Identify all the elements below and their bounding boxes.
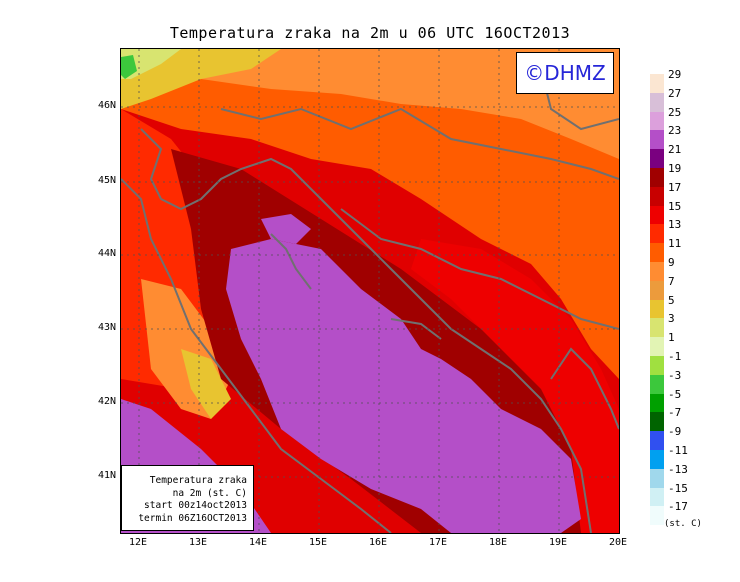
legend-label: -3: [668, 368, 682, 382]
legend-swatch: [650, 506, 664, 526]
legend-label: -5: [668, 387, 682, 401]
island-outline: [270, 233, 312, 290]
map-canvas: [121, 49, 619, 533]
legend-swatch: [650, 450, 664, 469]
croatian-coastline: [140, 128, 592, 533]
legend-swatch: [650, 149, 664, 169]
info-line: start 00z14oct2013: [144, 500, 247, 511]
lon-label-18e: 18E: [488, 537, 508, 548]
bosnia-border: [340, 208, 619, 330]
legend-swatch: [650, 337, 664, 357]
legend-label: 21: [668, 143, 682, 157]
legend-label: -1: [668, 350, 682, 363]
lat-label-42n: 42N: [97, 396, 116, 407]
legend-swatch: [650, 412, 664, 432]
inland-orange-zone: [121, 49, 619, 379]
lon-label-12e: 12E: [128, 537, 148, 548]
legend-swatch: [650, 92, 664, 112]
legend-label: 27: [668, 86, 682, 100]
legend-swatch: [650, 356, 664, 375]
legend-label: 23: [668, 124, 682, 138]
montenegro-border: [550, 347, 619, 430]
legend-swatch: [650, 374, 664, 394]
dhmz-logo: ©DHMZ: [516, 52, 614, 94]
legend-swatch: [650, 243, 664, 263]
legend-label: -13: [668, 462, 688, 476]
island-outline: [390, 318, 442, 340]
info-line: termin 06Z16OCT2013: [138, 512, 247, 524]
lat-label-41n: 41N: [97, 470, 116, 481]
northern-border: [220, 107, 619, 180]
legend-label: -15: [668, 481, 688, 495]
legend-label: 5: [668, 293, 675, 307]
info-line: na 2m (st. C): [172, 487, 247, 499]
legend-swatch: [650, 74, 664, 93]
lat-label-43n: 43N: [97, 322, 116, 333]
lon-label-16e: 16E: [368, 537, 388, 548]
legend-label: 9: [668, 256, 675, 269]
lon-label-13e: 13E: [188, 537, 208, 548]
legend-swatch: [650, 111, 664, 131]
legend-label: 11: [668, 237, 682, 251]
legend-label: -17: [668, 500, 688, 514]
legend-swatch: [650, 393, 664, 413]
lat-label-46n: 46N: [97, 100, 116, 111]
alps-green-zone: [121, 55, 137, 79]
legend-label: 29: [668, 68, 682, 81]
graticule: [121, 49, 619, 533]
legend-swatch: [650, 224, 664, 244]
legend-swatch: [650, 431, 664, 451]
lon-label-14e: 14E: [248, 537, 268, 548]
legend-label: 7: [668, 274, 675, 288]
legend-swatch: [650, 262, 664, 281]
legend-label: -7: [668, 406, 682, 420]
italy-yellow-zone: [181, 349, 231, 419]
temperature-map: [120, 48, 620, 534]
legend-swatch: [650, 186, 664, 206]
legend-swatch: [650, 318, 664, 338]
legend-swatch: [650, 487, 664, 507]
legend-label: -9: [668, 425, 682, 439]
north-light-orange-zone: [121, 49, 619, 159]
legend-unit: (st. C): [664, 519, 702, 529]
adriatic-warm-zone: [226, 239, 581, 533]
lat-label-44n: 44N: [97, 248, 116, 259]
info-line: Temperatura zraka: [149, 475, 247, 486]
legend-label: 25: [668, 105, 682, 119]
legend-label: 15: [668, 199, 682, 213]
info-box: Temperatura zraka na 2m (st. C) start 00…: [121, 465, 254, 531]
italian-coastline: [121, 178, 392, 533]
lon-label-17e: 17E: [428, 537, 448, 548]
map-title: Temperatura zraka na 2m u 06 UTC 16OCT20…: [169, 24, 571, 42]
legend-label: 1: [668, 331, 675, 345]
legend-swatch: [650, 205, 664, 225]
lat-label-45n: 45N: [97, 175, 116, 186]
legend-label: 19: [668, 162, 682, 175]
lon-label-15e: 15E: [308, 537, 328, 548]
legend-label: 3: [668, 312, 675, 326]
lon-label-20e: 20E: [608, 537, 628, 548]
legend-label: 17: [668, 180, 682, 194]
lon-label-19e: 19E: [548, 537, 568, 548]
legend-label: 13: [668, 218, 682, 232]
legend-swatch: [650, 299, 664, 319]
legend-label: -11: [668, 444, 688, 457]
legend-swatch: [650, 468, 664, 488]
legend-swatch: [650, 168, 664, 187]
legend-swatch: [650, 130, 664, 150]
legend-swatch: [650, 280, 664, 300]
